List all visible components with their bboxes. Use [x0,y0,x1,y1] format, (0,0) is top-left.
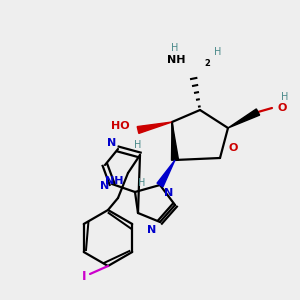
Text: H: H [134,140,142,150]
Text: O: O [228,143,238,153]
Text: H: H [281,92,289,102]
Text: HO: HO [111,121,130,131]
Text: I: I [82,269,86,283]
Text: H: H [171,43,179,53]
Polygon shape [157,160,175,187]
Text: N: N [164,188,173,198]
Text: NH: NH [167,55,185,65]
Text: N: N [100,181,109,191]
Polygon shape [137,122,172,134]
Text: H: H [138,178,146,188]
Polygon shape [172,122,178,160]
Text: NH: NH [104,176,123,186]
Text: 2: 2 [204,58,210,68]
Text: N: N [107,138,116,148]
Text: O: O [278,103,287,113]
Polygon shape [228,109,260,128]
Text: N: N [147,225,156,235]
Text: H: H [214,47,222,57]
